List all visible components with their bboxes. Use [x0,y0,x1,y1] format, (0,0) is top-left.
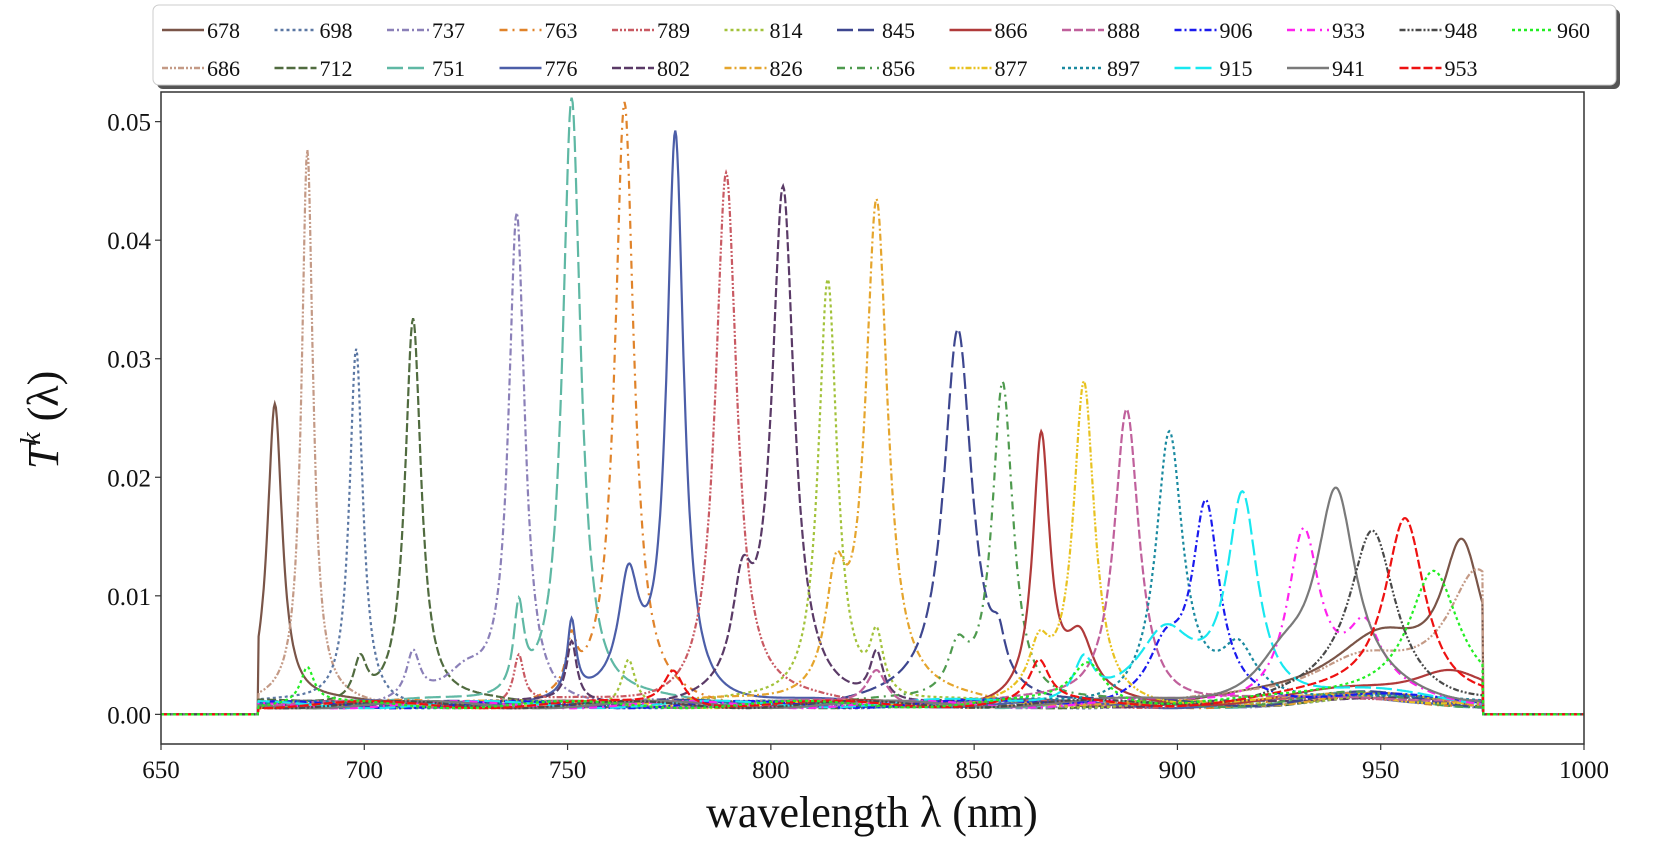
legend-label: 856 [882,56,915,81]
legend-item-751: 751 [387,56,465,81]
legend-label: 737 [432,18,465,43]
legend-label: 948 [1445,18,1478,43]
y-tick-label: 0.02 [107,465,151,492]
legend-label: 776 [545,56,578,81]
legend-item-763: 763 [499,18,578,43]
x-tick-label: 700 [346,757,384,784]
series-line-814 [161,275,1584,716]
legend-label: 915 [1220,56,1253,81]
legend-label: 953 [1445,56,1478,81]
legend: 678 686 698 712 737 751 763 776 789 802 814 826 845 8… [152,4,1620,89]
legend-label: 877 [995,56,1028,81]
legend-item-960: 960 [1512,18,1590,43]
legend-label: 845 [882,18,915,43]
legend-label: 960 [1557,18,1590,43]
legend-label: 933 [1332,18,1365,43]
legend-item-802: 802 [612,56,690,81]
x-tick-label: 750 [549,757,587,784]
series-line-856 [161,378,1584,716]
legend-item-933: 933 [1287,18,1365,43]
legend-item-698: 698 [274,18,353,43]
legend-item-776: 776 [499,56,578,81]
x-tick-label: 850 [955,757,993,784]
y-tick-label: 0.03 [107,347,151,374]
legend-label: 897 [1107,56,1140,81]
legend-label: 712 [320,56,353,81]
y-tick-label: 0.05 [107,110,151,137]
x-axis: 650 700 750 800 850 900 950 1000 [142,744,1609,784]
y-axis-title-main: T [19,441,68,469]
x-tick-label: 950 [1362,757,1400,784]
plot-lines [161,97,1584,716]
series-line-960 [161,569,1584,716]
legend-item-953: 953 [1399,56,1478,81]
legend-item-915: 915 [1174,56,1253,81]
legend-label: 802 [657,56,690,81]
legend-item-888: 888 [1062,18,1140,43]
y-tick-label: 0.00 [107,702,151,729]
plot-frame [160,91,1585,745]
legend-item-877: 877 [949,56,1028,81]
series-line-906 [161,498,1584,716]
x-tick-label: 650 [142,757,180,784]
legend-label: 686 [207,56,240,81]
legend-item-948: 948 [1399,18,1478,43]
legend-label: 826 [770,56,803,81]
legend-item-712: 712 [274,56,353,81]
legend-label: 678 [207,18,240,43]
y-axis: 0.00 0.01 0.02 0.03 0.04 0.05 [107,110,161,729]
legend-item-856: 856 [837,56,915,81]
legend-item-941: 941 [1287,56,1365,81]
series-line-915 [161,490,1584,716]
series-line-678 [161,399,1584,716]
legend-label: 866 [995,18,1028,43]
x-tick-label: 800 [752,757,790,784]
series-line-751 [161,97,1584,716]
legend-label: 888 [1107,18,1140,43]
legend-item-906: 906 [1174,18,1253,43]
y-tick-label: 0.01 [107,584,151,611]
y-tick-label: 0.04 [107,228,151,255]
legend-label: 698 [320,18,353,43]
legend-item-845: 845 [837,18,915,43]
legend-label: 941 [1332,56,1365,81]
legend-item-866: 866 [949,18,1028,43]
y-axis-title-rest: (λ) [19,371,68,433]
series-line-941 [161,486,1584,716]
legend-label: 814 [770,18,803,43]
y-axis-title-sup: k [16,432,47,445]
legend-items: 678 686 698 712 737 751 763 776 789 802 814 826 845 8… [162,18,1590,81]
series-line-953 [161,516,1584,716]
svg-text:Tk (λ): Tk (λ) [16,371,68,470]
legend-label: 906 [1220,18,1253,43]
legend-item-897: 897 [1062,56,1140,81]
legend-item-678: 678 [162,18,240,43]
legend-item-686: 686 [162,56,240,81]
x-tick-label: 1000 [1559,757,1609,784]
legend-label: 751 [432,56,465,81]
series-line-877 [161,378,1584,716]
legend-item-789: 789 [612,18,690,43]
legend-box [152,4,1617,86]
series-line-888 [161,407,1584,716]
legend-item-814: 814 [724,18,803,43]
legend-label: 789 [657,18,690,43]
x-tick-label: 900 [1159,757,1197,784]
legend-item-737: 737 [387,18,465,43]
series-line-826 [161,195,1584,716]
y-axis-title: Tk (λ) [16,371,68,470]
legend-label: 763 [545,18,578,43]
series-line-845 [161,327,1584,716]
series-line-933 [161,526,1584,716]
legend-item-826: 826 [724,56,803,81]
x-axis-title: wavelength λ (nm) [706,788,1038,837]
